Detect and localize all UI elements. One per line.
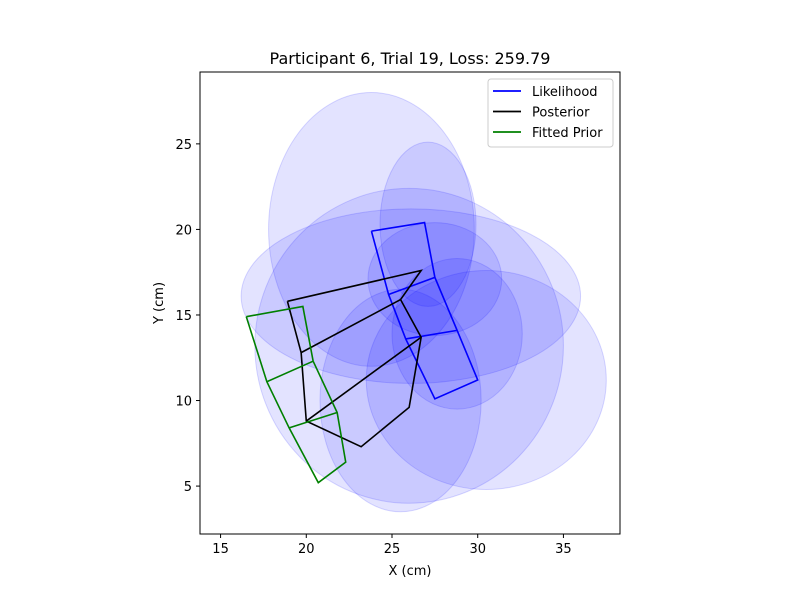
x-tick-label: 20	[298, 542, 315, 557]
y-axis-ticks: 5 10 15 20 25	[175, 138, 200, 495]
y-tick-label: 15	[175, 309, 192, 324]
uncertainty-ellipse-1	[268, 92, 475, 367]
x-tick-label: 30	[469, 542, 486, 557]
series-segment-likelihood-2	[405, 329, 458, 340]
legend-box	[487, 78, 614, 148]
series-line-posterior	[286, 269, 424, 448]
x-tick-label: 15	[212, 542, 229, 557]
y-tick-label: 10	[175, 395, 192, 410]
legend-label-posterior: Posterior	[532, 106, 590, 121]
series-segment-likelihood-1	[388, 276, 436, 296]
series-lines	[245, 221, 479, 484]
y-tick-label: 20	[175, 223, 192, 238]
legend-label-fitted-prior: Fitted Prior	[532, 126, 603, 141]
series-segment-posterior-1	[300, 298, 401, 354]
y-tick-label: 25	[175, 138, 192, 153]
series-segment-fitted-prior-2	[288, 411, 338, 429]
chart-title: Participant 6, Trial 19, Loss: 259.79	[270, 49, 551, 68]
legend-label-likelihood: Likelihood	[532, 85, 598, 100]
legend: Likelihood Posterior Fitted Prior	[487, 78, 614, 148]
uncertainty-ellipse-8	[319, 288, 482, 513]
x-tick-label: 25	[384, 542, 401, 557]
uncertainty-ellipse-2	[379, 141, 477, 307]
plot-area-frame	[199, 71, 621, 535]
y-tick-label: 5	[184, 480, 192, 495]
series-segment-fitted-prior-1	[266, 360, 314, 383]
x-axis-label: X (cm)	[389, 564, 432, 579]
series-segment-posterior-2	[305, 336, 422, 422]
x-axis-ticks: 15 20 25 30 35	[212, 534, 572, 557]
uncertainty-ellipse-7	[365, 269, 607, 491]
y-axis-label: Y (cm)	[152, 282, 167, 325]
x-tick-label: 35	[555, 542, 572, 557]
series-line-likelihood	[370, 221, 479, 400]
uncertainty-ellipse-6	[391, 258, 523, 410]
series-line-fitted-prior	[245, 305, 347, 484]
